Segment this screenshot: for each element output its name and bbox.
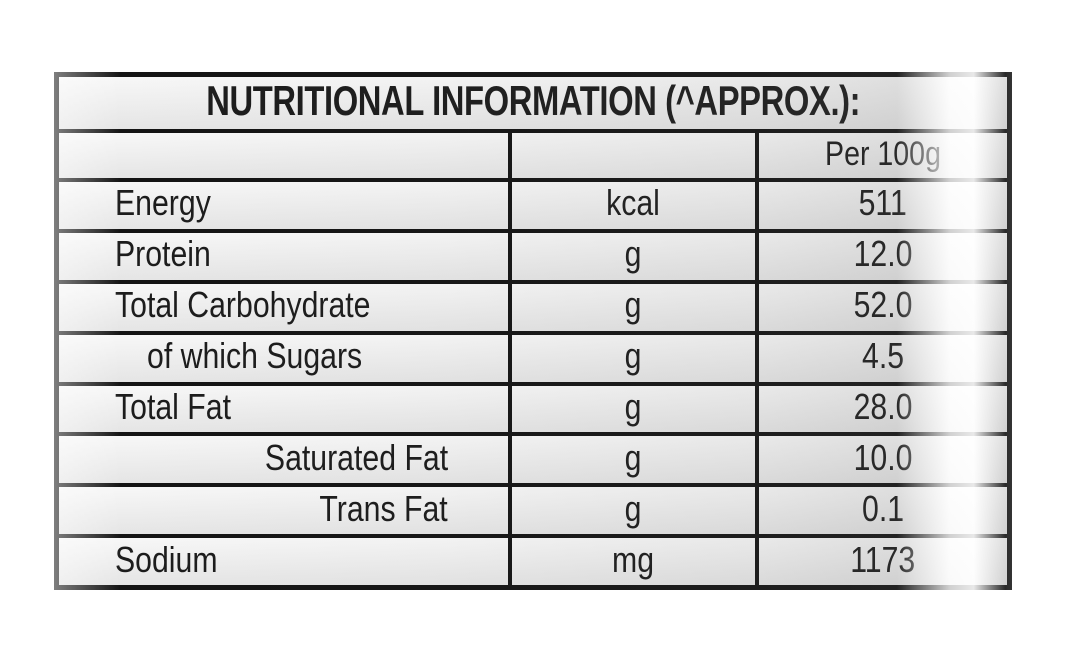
- per-100g-value: 10.0: [853, 436, 913, 478]
- nutrient-name: Total Fat: [115, 385, 231, 427]
- nutrient-name: Total Carbohydrate: [115, 284, 371, 326]
- value-cell: 52.0: [759, 283, 1007, 331]
- unit-value: g: [625, 487, 642, 529]
- value-cell: 10.0: [759, 436, 1007, 484]
- nutrient-name-cell: Total Carbohydrate: [59, 283, 508, 331]
- value-cell: 4.5: [759, 334, 1007, 382]
- value-cell: 12.0: [759, 232, 1007, 280]
- nutrition-table: NUTRITIONAL INFORMATION (^APPROX.): Per …: [54, 72, 1012, 590]
- unit-value: g: [625, 436, 642, 478]
- nutrient-name: of which Sugars: [147, 335, 363, 377]
- nutrient-name: Trans Fat: [319, 487, 448, 529]
- nutrient-name-cell: Sodium: [59, 538, 508, 585]
- value-cell: 28.0: [759, 385, 1007, 433]
- per-100g-value: 52.0: [853, 284, 913, 326]
- unit-value: g: [625, 233, 642, 275]
- unit-cell: kcal: [512, 182, 755, 229]
- per-100g-value: 28.0: [853, 385, 913, 427]
- nutrient-name-cell: Saturated Fat: [59, 436, 508, 484]
- value-cell: 511: [759, 182, 1007, 229]
- per-100g-value: 1173: [850, 538, 916, 580]
- unit-cell: mg: [512, 538, 755, 585]
- nutrient-name-cell: Trans Fat: [59, 487, 508, 535]
- nutrient-name-cell: Protein: [59, 232, 508, 280]
- nutrient-name-cell: of which Sugars: [59, 334, 508, 382]
- value-cell: 1173: [759, 538, 1007, 585]
- per-100g-value: 0.1: [861, 487, 905, 529]
- per-100g-value: 12.0: [853, 233, 913, 275]
- nutrient-name: Saturated Fat: [264, 436, 448, 478]
- header-nutrient-cell: [59, 133, 508, 178]
- unit-value: g: [625, 385, 642, 427]
- unit-value: g: [625, 284, 642, 326]
- per-100g-value: 4.5: [861, 335, 905, 377]
- unit-value: kcal: [606, 182, 661, 224]
- unit-cell: g: [512, 487, 755, 535]
- table-title: NUTRITIONAL INFORMATION (^APPROX.):: [206, 77, 860, 124]
- nutrient-name-cell: Energy: [59, 182, 508, 229]
- header-unit-cell: [512, 133, 755, 178]
- header-per-100g-cell: Per 100g: [759, 133, 1007, 178]
- table-title-cell: NUTRITIONAL INFORMATION (^APPROX.):: [59, 77, 1007, 129]
- per-100g-value: 511: [858, 182, 908, 224]
- header-per-100g-label: Per 100g: [825, 134, 941, 173]
- nutrient-name: Protein: [115, 233, 211, 275]
- nutrient-name-cell: Total Fat: [59, 385, 508, 433]
- nutrient-name: Energy: [115, 182, 211, 224]
- unit-cell: g: [512, 334, 755, 382]
- value-cell: 0.1: [759, 487, 1007, 535]
- nutrient-name: Sodium: [115, 538, 218, 580]
- unit-cell: g: [512, 232, 755, 280]
- unit-cell: g: [512, 436, 755, 484]
- unit-cell: g: [512, 283, 755, 331]
- unit-value: g: [625, 335, 642, 377]
- unit-value: mg: [612, 538, 655, 580]
- unit-cell: g: [512, 385, 755, 433]
